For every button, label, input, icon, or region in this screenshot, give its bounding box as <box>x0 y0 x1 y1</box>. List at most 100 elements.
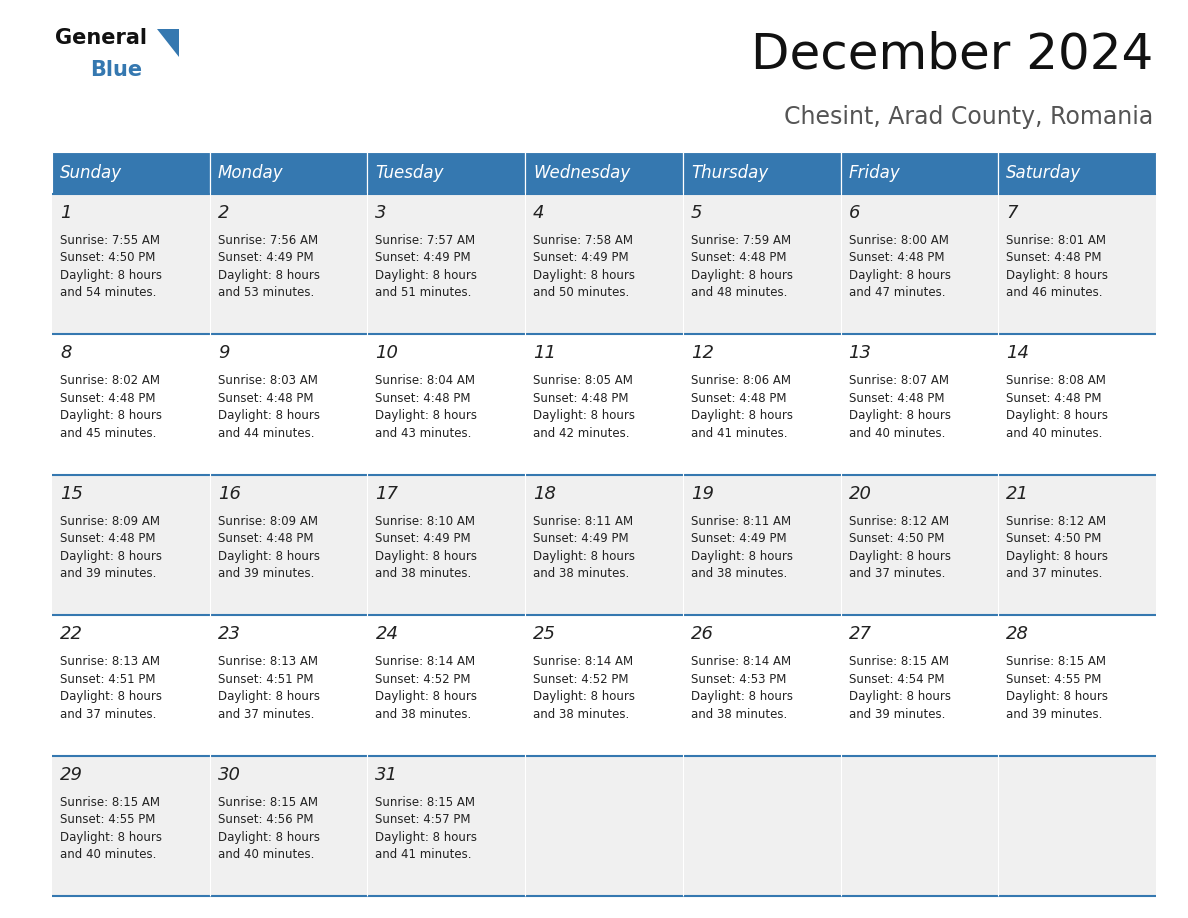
Text: 26: 26 <box>691 625 714 644</box>
Text: Daylight: 8 hours: Daylight: 8 hours <box>691 269 792 282</box>
Text: Sunrise: 8:15 AM: Sunrise: 8:15 AM <box>375 796 475 809</box>
Text: Daylight: 8 hours: Daylight: 8 hours <box>61 550 162 563</box>
Bar <box>367 334 525 475</box>
Text: Daylight: 8 hours: Daylight: 8 hours <box>217 550 320 563</box>
Text: 17: 17 <box>375 485 398 503</box>
Text: and 40 minutes.: and 40 minutes. <box>217 848 314 861</box>
Text: and 38 minutes.: and 38 minutes. <box>375 708 472 721</box>
Text: Sunrise: 8:14 AM: Sunrise: 8:14 AM <box>533 655 633 668</box>
Text: and 44 minutes.: and 44 minutes. <box>217 427 314 440</box>
Text: Daylight: 8 hours: Daylight: 8 hours <box>375 269 478 282</box>
Text: 16: 16 <box>217 485 241 503</box>
Text: Sunset: 4:48 PM: Sunset: 4:48 PM <box>1006 252 1101 264</box>
Text: Sunrise: 7:55 AM: Sunrise: 7:55 AM <box>61 234 160 247</box>
Text: Sunrise: 8:13 AM: Sunrise: 8:13 AM <box>61 655 160 668</box>
Text: 30: 30 <box>217 766 241 784</box>
Text: Sunset: 4:52 PM: Sunset: 4:52 PM <box>375 673 470 686</box>
Bar <box>841 475 998 615</box>
Text: Sunrise: 7:57 AM: Sunrise: 7:57 AM <box>375 234 475 247</box>
Text: 13: 13 <box>848 344 872 363</box>
Text: 5: 5 <box>691 204 702 222</box>
Text: Daylight: 8 hours: Daylight: 8 hours <box>375 409 478 422</box>
Text: and 39 minutes.: and 39 minutes. <box>1006 708 1102 721</box>
Text: and 48 minutes.: and 48 minutes. <box>691 286 788 299</box>
Text: Sunrise: 7:59 AM: Sunrise: 7:59 AM <box>691 234 791 247</box>
Text: Sunrise: 8:01 AM: Sunrise: 8:01 AM <box>1006 234 1106 247</box>
Text: and 38 minutes.: and 38 minutes. <box>375 567 472 580</box>
Text: Sunrise: 8:03 AM: Sunrise: 8:03 AM <box>217 375 317 387</box>
Text: 8: 8 <box>61 344 71 363</box>
Text: Sunset: 4:50 PM: Sunset: 4:50 PM <box>1006 532 1101 545</box>
Text: Tuesday: Tuesday <box>375 164 444 182</box>
Bar <box>210 615 367 756</box>
Text: Sunrise: 7:58 AM: Sunrise: 7:58 AM <box>533 234 633 247</box>
Bar <box>998 756 1156 896</box>
Text: Sunset: 4:48 PM: Sunset: 4:48 PM <box>217 532 314 545</box>
Bar <box>52 334 210 475</box>
Text: Daylight: 8 hours: Daylight: 8 hours <box>217 831 320 844</box>
Bar <box>841 756 998 896</box>
Text: Sunset: 4:55 PM: Sunset: 4:55 PM <box>61 813 156 826</box>
Bar <box>525 756 683 896</box>
Bar <box>52 152 210 194</box>
Text: Sunset: 4:48 PM: Sunset: 4:48 PM <box>848 392 944 405</box>
Text: Daylight: 8 hours: Daylight: 8 hours <box>217 690 320 703</box>
Text: and 38 minutes.: and 38 minutes. <box>533 708 630 721</box>
Text: Daylight: 8 hours: Daylight: 8 hours <box>848 409 950 422</box>
Text: 4: 4 <box>533 204 544 222</box>
Text: Sunset: 4:49 PM: Sunset: 4:49 PM <box>533 532 628 545</box>
Text: and 50 minutes.: and 50 minutes. <box>533 286 630 299</box>
Text: Sunrise: 8:04 AM: Sunrise: 8:04 AM <box>375 375 475 387</box>
Text: Sunset: 4:48 PM: Sunset: 4:48 PM <box>1006 392 1101 405</box>
Text: and 37 minutes.: and 37 minutes. <box>217 708 314 721</box>
Text: Sunrise: 8:11 AM: Sunrise: 8:11 AM <box>533 515 633 528</box>
Bar <box>210 756 367 896</box>
Text: Daylight: 8 hours: Daylight: 8 hours <box>375 690 478 703</box>
Text: and 54 minutes.: and 54 minutes. <box>61 286 157 299</box>
Text: Sunset: 4:48 PM: Sunset: 4:48 PM <box>375 392 470 405</box>
Text: 31: 31 <box>375 766 398 784</box>
Bar <box>683 475 841 615</box>
Text: Sunrise: 8:09 AM: Sunrise: 8:09 AM <box>61 515 160 528</box>
Bar <box>841 334 998 475</box>
Bar <box>367 756 525 896</box>
Text: Sunset: 4:49 PM: Sunset: 4:49 PM <box>533 252 628 264</box>
Text: Sunset: 4:50 PM: Sunset: 4:50 PM <box>61 252 156 264</box>
Bar <box>210 334 367 475</box>
Text: Daylight: 8 hours: Daylight: 8 hours <box>1006 409 1108 422</box>
Bar <box>683 152 841 194</box>
Text: Sunrise: 7:56 AM: Sunrise: 7:56 AM <box>217 234 318 247</box>
Text: and 38 minutes.: and 38 minutes. <box>533 567 630 580</box>
Text: 1: 1 <box>61 204 71 222</box>
Text: 19: 19 <box>691 485 714 503</box>
Text: and 53 minutes.: and 53 minutes. <box>217 286 314 299</box>
Text: Sunrise: 8:11 AM: Sunrise: 8:11 AM <box>691 515 791 528</box>
Bar <box>998 475 1156 615</box>
Text: Thursday: Thursday <box>691 164 769 182</box>
Text: Sunrise: 8:07 AM: Sunrise: 8:07 AM <box>848 375 948 387</box>
Bar <box>998 334 1156 475</box>
Bar <box>841 194 998 334</box>
Text: 23: 23 <box>217 625 241 644</box>
Text: and 46 minutes.: and 46 minutes. <box>1006 286 1102 299</box>
Text: and 47 minutes.: and 47 minutes. <box>848 286 946 299</box>
Text: Sunset: 4:52 PM: Sunset: 4:52 PM <box>533 673 628 686</box>
Text: and 45 minutes.: and 45 minutes. <box>61 427 157 440</box>
Text: General: General <box>55 28 147 48</box>
Bar <box>210 475 367 615</box>
Text: 15: 15 <box>61 485 83 503</box>
Bar <box>367 194 525 334</box>
Text: and 41 minutes.: and 41 minutes. <box>691 427 788 440</box>
Bar <box>52 615 210 756</box>
Text: Daylight: 8 hours: Daylight: 8 hours <box>533 550 636 563</box>
Text: Sunset: 4:49 PM: Sunset: 4:49 PM <box>375 532 472 545</box>
Text: 18: 18 <box>533 485 556 503</box>
Text: Sunset: 4:51 PM: Sunset: 4:51 PM <box>61 673 156 686</box>
Text: Daylight: 8 hours: Daylight: 8 hours <box>691 550 792 563</box>
Text: 29: 29 <box>61 766 83 784</box>
Text: December 2024: December 2024 <box>751 30 1154 78</box>
Bar <box>367 615 525 756</box>
Text: Sunset: 4:49 PM: Sunset: 4:49 PM <box>691 532 786 545</box>
Text: 3: 3 <box>375 204 387 222</box>
Text: and 51 minutes.: and 51 minutes. <box>375 286 472 299</box>
